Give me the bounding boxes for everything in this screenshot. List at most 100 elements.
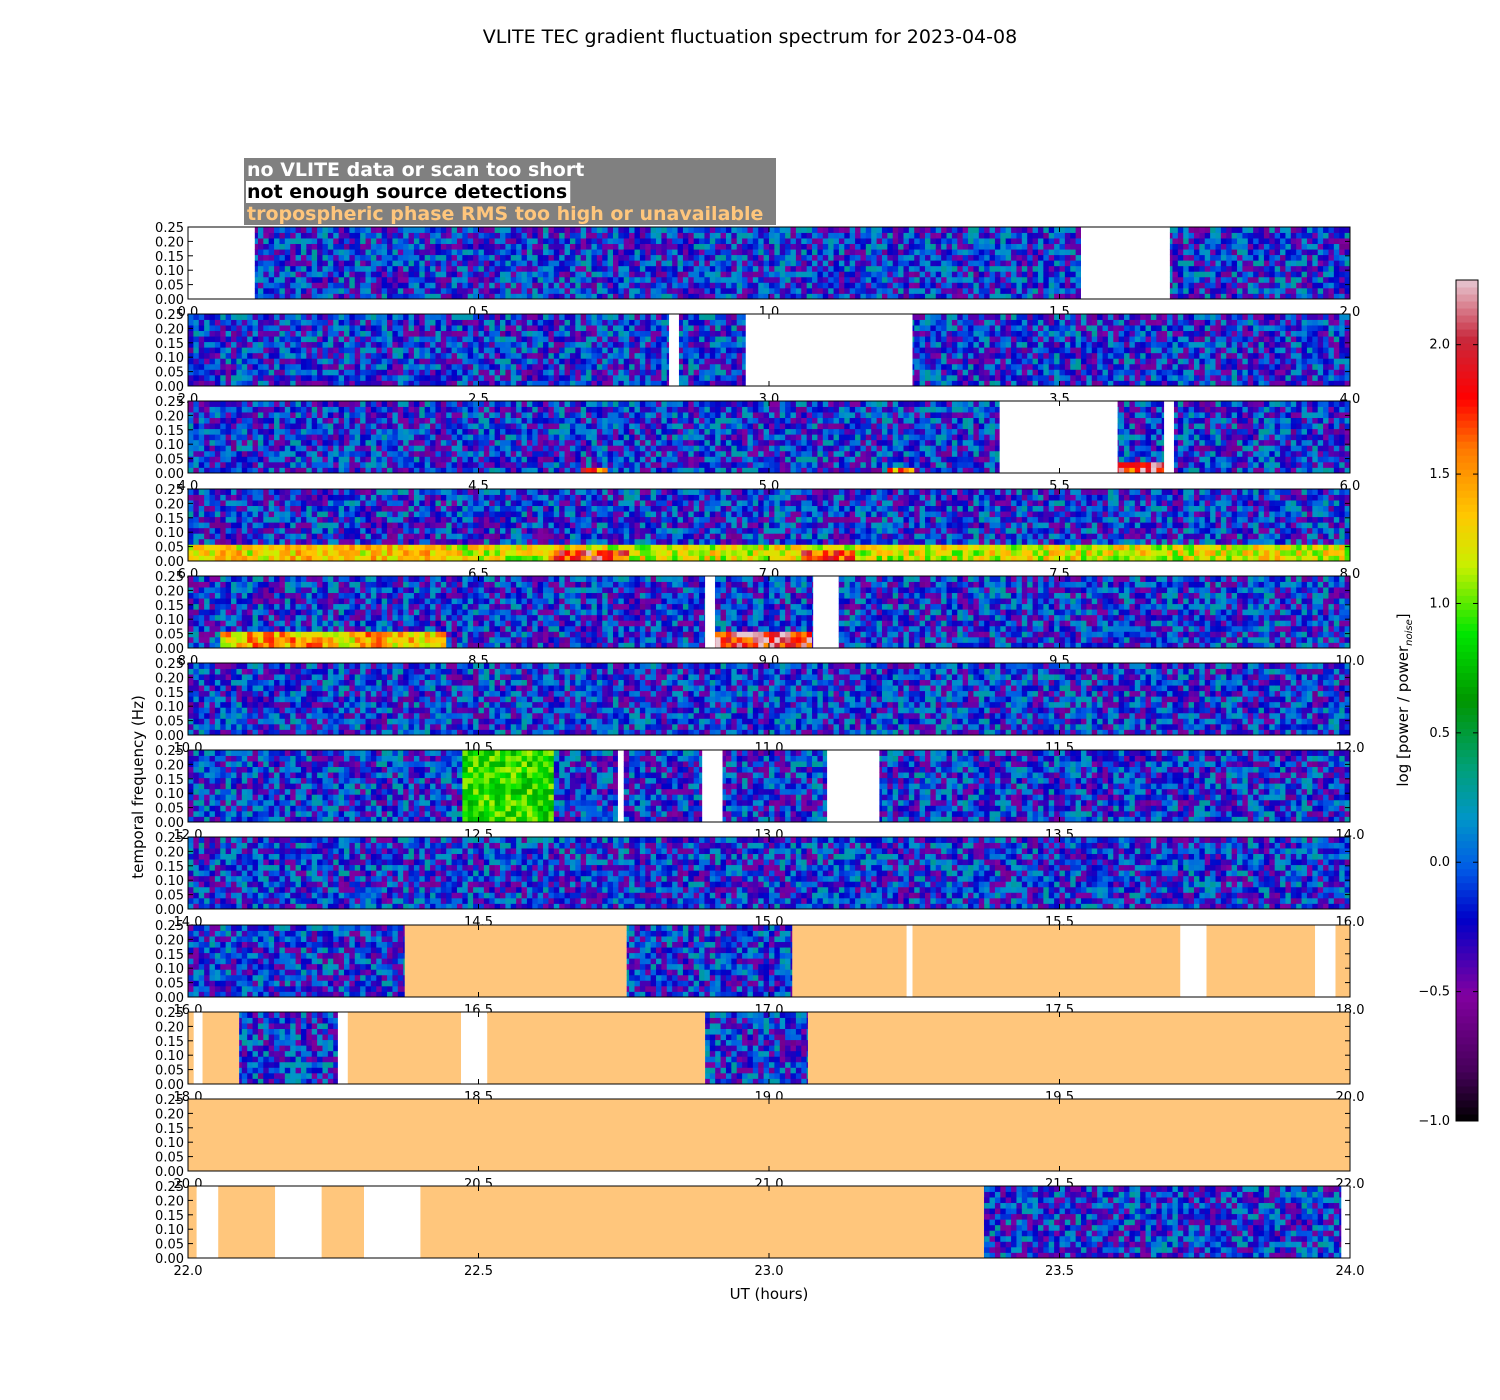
spectrum-cell (1006, 249, 1012, 255)
spectrum-cell (554, 266, 560, 272)
spectrum-cell (1237, 255, 1243, 261)
spectrum-cell (1248, 331, 1254, 337)
spectrum-cell (522, 249, 528, 255)
spectrum-cell (1140, 325, 1146, 331)
spectrum-cell (457, 342, 463, 348)
spectrum-cell (920, 347, 926, 353)
spectrum-cell (791, 288, 797, 294)
spectrum-cell (296, 255, 302, 261)
spectrum-cell (672, 238, 678, 244)
spectrum-cell (1156, 369, 1162, 375)
spectrum-cell (344, 255, 350, 261)
spectrum-cell (355, 282, 361, 288)
spectrum-cell (731, 331, 737, 337)
spectrum-cell (1210, 314, 1216, 320)
spectrum-cell (855, 249, 861, 255)
spectrum-cell (441, 227, 447, 233)
spectrum-cell (581, 331, 587, 337)
spectrum-cell (360, 364, 366, 370)
spectrum-cell (489, 347, 495, 353)
spectrum-cell (694, 249, 700, 255)
spectrum-cell (204, 314, 210, 320)
spectrum-cell (1113, 364, 1119, 370)
spectrum-cell (656, 314, 662, 320)
spectrum-cell (317, 266, 323, 272)
spectrum-cell (489, 375, 495, 381)
spectrum-cell (505, 325, 511, 331)
spectrum-cell (597, 227, 603, 233)
spectrum-cell (559, 244, 565, 250)
spectrum-cell (645, 336, 651, 342)
spectrum-cell (274, 364, 280, 370)
spectrum-cell (554, 255, 560, 261)
spectrum-cell (1216, 353, 1222, 359)
spectrum-cell (339, 375, 345, 381)
spectrum-cell (979, 244, 985, 250)
spectrum-cell (925, 375, 931, 381)
spectrum-cell (398, 244, 404, 250)
spectrum-cell (220, 314, 226, 320)
spectrum-cell (322, 227, 328, 233)
spectrum-cell (1194, 244, 1200, 250)
spectrum-cell (893, 271, 899, 277)
spectrum-cell (704, 227, 710, 233)
spectrum-cell (635, 325, 641, 331)
spectrum-cell (489, 369, 495, 375)
spectrum-cell (1248, 238, 1254, 244)
spectrum-cell (414, 244, 420, 250)
spectrum-cell (1151, 314, 1157, 320)
spectrum-cell (903, 277, 909, 283)
spectrum-cell (1140, 347, 1146, 353)
spectrum-cell (322, 358, 328, 364)
spectrum-cell (1210, 271, 1216, 277)
spectrum-cell (398, 249, 404, 255)
spectrum-cell (274, 227, 280, 233)
spectrum-cell (312, 227, 318, 233)
spectrum-cell (629, 325, 635, 331)
spectrum-cell (328, 375, 334, 381)
spectrum-cell (618, 358, 624, 364)
spectrum-cell (635, 260, 641, 266)
spectrum-cell (704, 320, 710, 326)
spectrum-cell (688, 227, 694, 233)
spectrum-cell (1054, 375, 1060, 381)
spectrum-cell (704, 288, 710, 294)
spectrum-cell (656, 325, 662, 331)
spectrum-cell (936, 260, 942, 266)
spectrum-cell (274, 249, 280, 255)
spectrum-cell (925, 331, 931, 337)
spectrum-cell (263, 375, 269, 381)
spectrum-cell (747, 244, 753, 250)
spectrum-cell (1146, 336, 1152, 342)
spectrum-cell (1323, 288, 1329, 294)
spectrum-cell (522, 369, 528, 375)
spectrum-cell (349, 260, 355, 266)
spectrum-cell (785, 288, 791, 294)
spectrum-cell (796, 266, 802, 272)
spectrum-cell (479, 244, 485, 250)
spectrum-cell (947, 364, 953, 370)
spectrum-cell (581, 260, 587, 266)
spectrum-cell (1210, 244, 1216, 250)
spectrum-cell (322, 331, 328, 337)
spectrum-cell (258, 227, 264, 233)
spectrum-cell (1054, 238, 1060, 244)
spectrum-cell (678, 227, 684, 233)
spectrum-cell (382, 233, 388, 239)
spectrum-cell (1178, 336, 1184, 342)
spectrum-cell (1033, 249, 1039, 255)
spectrum-cell (263, 331, 269, 337)
spectrum-cell (511, 271, 517, 277)
spectrum-cell (887, 238, 893, 244)
spectrum-cell (952, 325, 958, 331)
spectrum-cell (651, 288, 657, 294)
spectrum-cell (656, 369, 662, 375)
spectrum-cell (199, 369, 205, 375)
spectrum-cell (1194, 314, 1200, 320)
spectrum-cell (1307, 233, 1313, 239)
spectrum-cell (322, 369, 328, 375)
spectrum-cell (990, 331, 996, 337)
spectrum-cell (640, 331, 646, 337)
spectrum-cell (392, 364, 398, 370)
spectrum-cell (1124, 331, 1130, 337)
